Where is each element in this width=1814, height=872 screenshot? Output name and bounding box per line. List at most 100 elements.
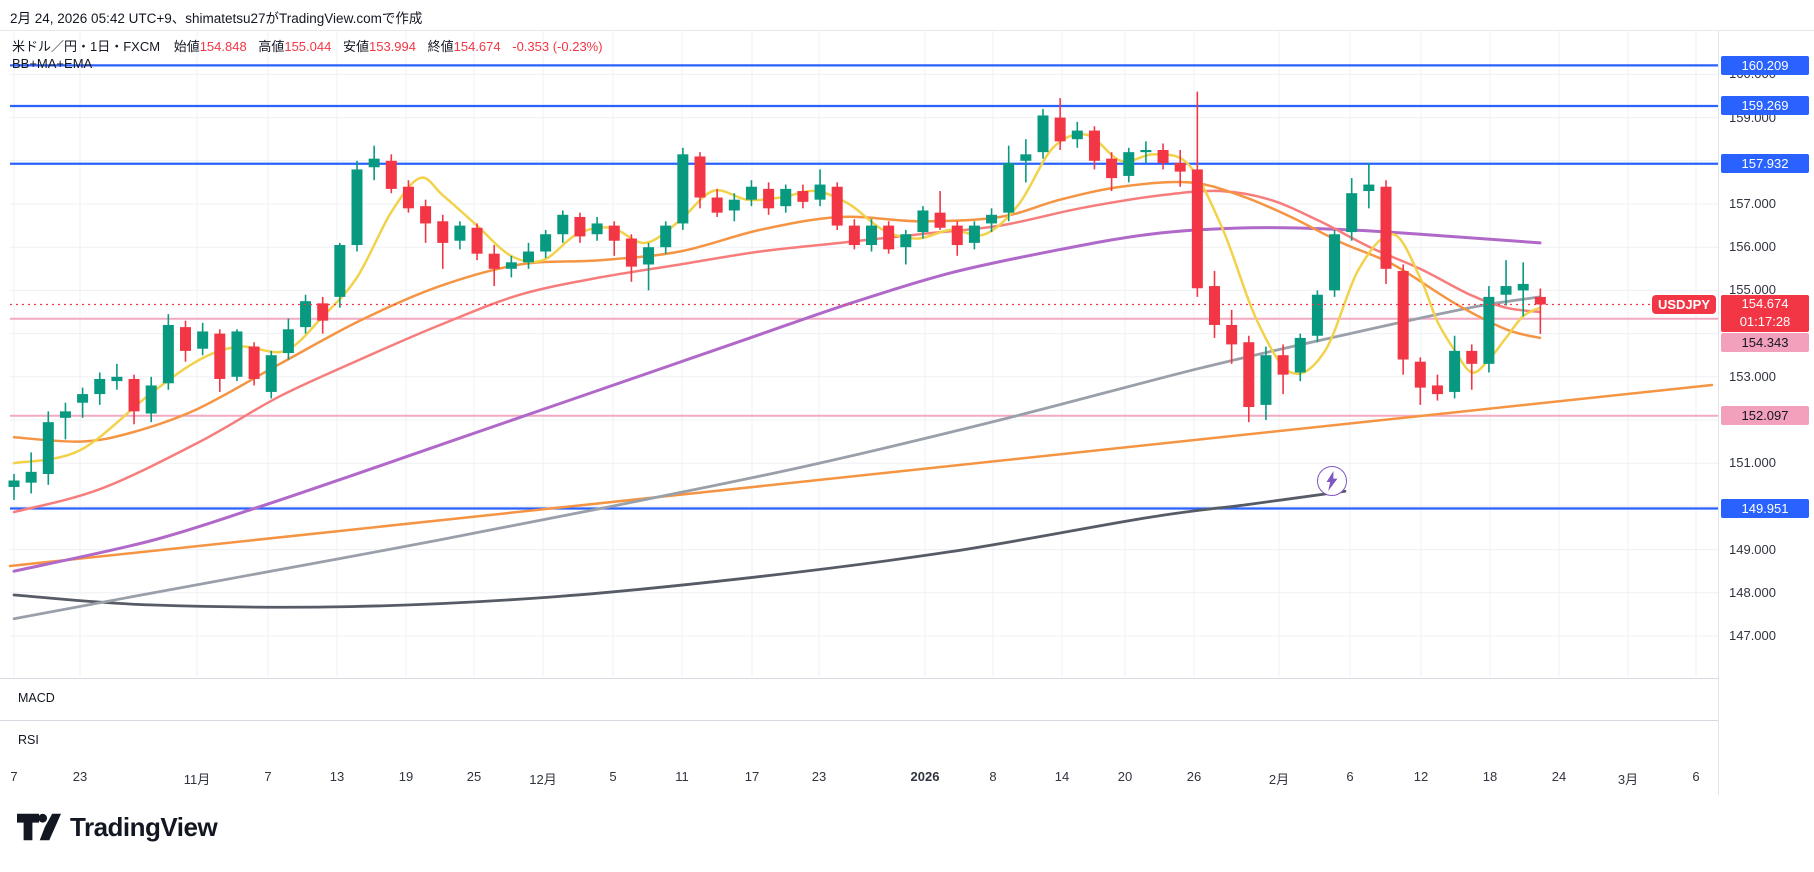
- macd-pane[interactable]: MACD: [0, 678, 1718, 720]
- candle-body[interactable]: [8, 480, 20, 487]
- blue-level-label[interactable]: 149.951: [1721, 499, 1809, 519]
- candle-body[interactable]: [1534, 296, 1546, 305]
- candle-body[interactable]: [1054, 117, 1066, 142]
- candle-body[interactable]: [608, 225, 620, 241]
- blue-level-label[interactable]: 157.932: [1721, 154, 1809, 174]
- candle-body[interactable]: [797, 191, 809, 202]
- ma-fast-yellow[interactable]: [12, 133, 1542, 465]
- pink-level-label[interactable]: 154.343: [1721, 333, 1809, 353]
- candle-body[interactable]: [900, 234, 912, 248]
- candle-body[interactable]: [248, 346, 260, 379]
- candle-body[interactable]: [831, 186, 843, 226]
- candle-body[interactable]: [780, 188, 792, 207]
- candle-body[interactable]: [25, 471, 37, 483]
- candle-body[interactable]: [282, 329, 294, 354]
- candle-body[interactable]: [145, 385, 157, 414]
- candle-body[interactable]: [728, 199, 740, 211]
- candle-body[interactable]: [866, 225, 877, 246]
- candle-body[interactable]: [763, 188, 775, 209]
- indicator-legend[interactable]: BB+MA+EMA: [12, 56, 93, 71]
- candle-body[interactable]: [1363, 184, 1375, 192]
- candle-body[interactable]: [1088, 130, 1100, 161]
- candle-body[interactable]: [317, 303, 329, 321]
- candle-body[interactable]: [231, 331, 243, 377]
- candle-body[interactable]: [1243, 342, 1255, 408]
- candle-body[interactable]: [694, 156, 706, 198]
- price-axis[interactable]: 160.000159.000157.000156.000155.000153.0…: [1718, 31, 1814, 795]
- candle-body[interactable]: [1466, 350, 1478, 364]
- candle-body[interactable]: [917, 210, 929, 233]
- candle-body[interactable]: [454, 225, 466, 241]
- candle-body[interactable]: [1414, 361, 1426, 388]
- candle-body[interactable]: [214, 333, 226, 379]
- ma-slow-red[interactable]: [12, 189, 1542, 514]
- candle-body[interactable]: [745, 186, 757, 200]
- candle-body[interactable]: [1311, 294, 1323, 336]
- ma200-darkgray[interactable]: [12, 489, 1347, 609]
- candle-body[interactable]: [557, 214, 569, 235]
- candle-body[interactable]: [368, 158, 380, 168]
- blue-level-label[interactable]: 160.209: [1721, 55, 1809, 75]
- candle-body[interactable]: [488, 253, 500, 269]
- candle-body[interactable]: [848, 225, 860, 246]
- symbol-title[interactable]: 米ドル／円・1日・FXCM: [12, 39, 161, 54]
- candle-body[interactable]: [540, 234, 552, 252]
- symbol-legend[interactable]: 米ドル／円・1日・FXCM 始値154.848 高値155.044 安値153.…: [12, 36, 611, 55]
- ma100-gray[interactable]: [12, 295, 1542, 621]
- candle-body[interactable]: [1277, 355, 1289, 375]
- candle-body[interactable]: [643, 247, 655, 265]
- candle-body[interactable]: [1449, 350, 1461, 392]
- candle-body[interactable]: [968, 225, 980, 243]
- current-price-label[interactable]: 154.674 01:17:28: [1721, 294, 1809, 332]
- candle-body[interactable]: [1003, 162, 1015, 213]
- candle-body[interactable]: [625, 238, 637, 267]
- candle-body[interactable]: [1260, 355, 1272, 405]
- candle-body[interactable]: [1174, 162, 1186, 172]
- candle-body[interactable]: [951, 225, 963, 246]
- candle-body[interactable]: [1020, 154, 1032, 161]
- candle-body[interactable]: [420, 206, 432, 224]
- price-chart[interactable]: [0, 0, 1718, 795]
- candle-body[interactable]: [1294, 337, 1306, 373]
- candle-body[interactable]: [523, 251, 534, 263]
- ema-long-purple[interactable]: [12, 226, 1542, 573]
- blue-level-label[interactable]: 159.269: [1721, 96, 1809, 116]
- candle-body[interactable]: [1106, 158, 1118, 179]
- candle-body[interactable]: [471, 227, 483, 254]
- candle-body[interactable]: [934, 212, 946, 228]
- candle-body[interactable]: [986, 214, 998, 224]
- candle-body[interactable]: [111, 376, 123, 382]
- pink-level-label[interactable]: 152.097: [1721, 406, 1809, 426]
- candle-body[interactable]: [1123, 152, 1135, 176]
- candle-body[interactable]: [1397, 270, 1409, 360]
- tradingview-logo[interactable]: TradingView: [17, 809, 218, 845]
- trendline-orange[interactable]: [8, 383, 1714, 568]
- candle-body[interactable]: [402, 186, 414, 209]
- rsi-pane[interactable]: RSI: [0, 720, 1718, 759]
- candle-body[interactable]: [1071, 130, 1083, 140]
- candle-body[interactable]: [1500, 286, 1512, 295]
- candle-body[interactable]: [128, 378, 140, 412]
- candle-body[interactable]: [1191, 169, 1203, 289]
- candle-body[interactable]: [1037, 115, 1049, 153]
- candle-body[interactable]: [162, 324, 174, 384]
- candle-body[interactable]: [574, 216, 586, 237]
- candle-body[interactable]: [1140, 150, 1152, 153]
- candle-body[interactable]: [334, 245, 346, 297]
- candle-body[interactable]: [59, 411, 71, 418]
- candle-body[interactable]: [883, 225, 895, 250]
- candle-body[interactable]: [77, 394, 89, 403]
- candle-body[interactable]: [814, 184, 826, 200]
- candle-body[interactable]: [197, 331, 209, 349]
- candle-body[interactable]: [1517, 283, 1529, 291]
- candle-body[interactable]: [385, 160, 397, 189]
- candle-body[interactable]: [1346, 193, 1358, 233]
- lightning-button[interactable]: [1317, 466, 1347, 496]
- candle-body[interactable]: [660, 225, 672, 248]
- ma-mid-orange[interactable]: [12, 180, 1542, 443]
- candle-body[interactable]: [300, 301, 312, 328]
- candle-body[interactable]: [1380, 186, 1392, 269]
- candle-body[interactable]: [711, 197, 723, 213]
- candle-body[interactable]: [42, 422, 54, 474]
- candle-body[interactable]: [1431, 385, 1443, 395]
